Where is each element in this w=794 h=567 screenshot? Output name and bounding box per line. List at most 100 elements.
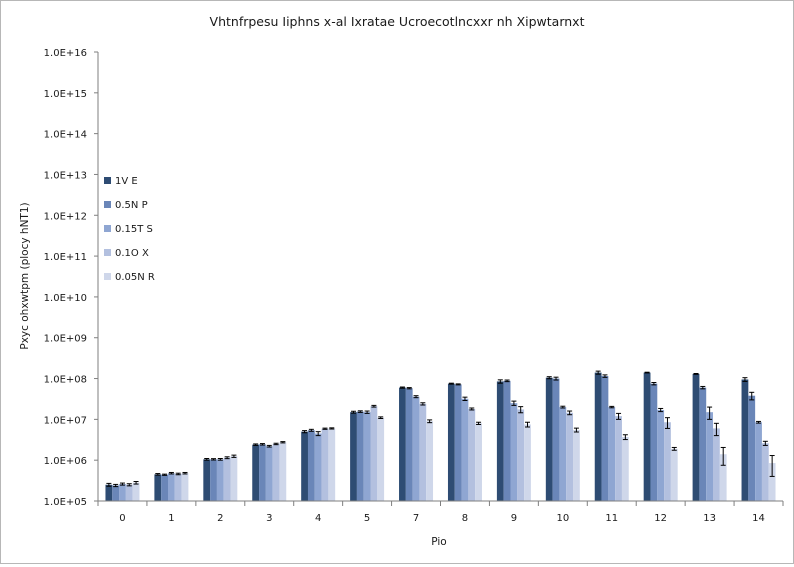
bar bbox=[706, 412, 714, 501]
bar bbox=[748, 395, 756, 501]
x-tick-label: 14 bbox=[752, 513, 765, 524]
legend-label: 0.5N P bbox=[115, 200, 148, 211]
bar bbox=[105, 484, 113, 501]
bar bbox=[503, 380, 511, 501]
bar bbox=[713, 428, 720, 501]
x-tick-label: 9 bbox=[511, 513, 517, 524]
bar bbox=[573, 429, 580, 501]
y-tick-label: 1.0E+10 bbox=[44, 293, 87, 304]
bar bbox=[621, 436, 629, 501]
error-bars bbox=[106, 370, 775, 488]
bar bbox=[719, 454, 727, 501]
x-axis-label: Pio bbox=[431, 536, 446, 548]
bar bbox=[370, 406, 378, 501]
bar bbox=[167, 473, 175, 501]
bar bbox=[203, 459, 211, 501]
bar bbox=[301, 431, 308, 501]
bar bbox=[399, 387, 406, 501]
x-tick-label: 12 bbox=[654, 513, 667, 524]
y-axis-label: Pxyc ohxwtpm (plocy hNT1) bbox=[19, 202, 31, 349]
bar bbox=[314, 433, 322, 501]
bar bbox=[566, 412, 574, 501]
y-tick-label: 1.0E+08 bbox=[44, 375, 87, 386]
bar bbox=[670, 448, 678, 501]
y-tick-label: 1.0E+07 bbox=[44, 415, 87, 426]
bar bbox=[664, 422, 671, 501]
bar bbox=[643, 372, 651, 501]
legend: 1V E 0.5N P 0.15T S 0.1O X 0.05N R bbox=[104, 176, 155, 283]
legend-label: 1V E bbox=[115, 176, 138, 187]
bar bbox=[692, 373, 700, 501]
y-tick-label: 1.0E+13 bbox=[44, 170, 87, 181]
bar bbox=[552, 378, 560, 501]
bar bbox=[252, 444, 260, 501]
y-tick-label: 1.0E+16 bbox=[44, 48, 87, 59]
bar bbox=[426, 421, 434, 501]
bar bbox=[259, 444, 266, 501]
x-tick-label: 10 bbox=[556, 513, 569, 524]
x-axis-ticks: 0 1 2 3 4 5 7 8 9 10 11 12 13 14 bbox=[97, 501, 784, 524]
bar bbox=[210, 459, 217, 501]
bar bbox=[216, 459, 224, 501]
bar bbox=[517, 409, 525, 501]
bar bbox=[468, 408, 476, 501]
legend-swatch bbox=[104, 225, 111, 232]
x-tick-label: 4 bbox=[315, 513, 321, 524]
y-tick-label: 1.0E+05 bbox=[44, 497, 87, 508]
bar bbox=[412, 396, 420, 501]
legend-label: 0.05N R bbox=[115, 272, 155, 283]
legend-swatch bbox=[104, 201, 111, 208]
bar bbox=[594, 372, 602, 501]
x-tick-label: 7 bbox=[413, 513, 419, 524]
bar bbox=[510, 403, 518, 501]
bar bbox=[125, 484, 133, 501]
legend-label: 0.15T S bbox=[115, 224, 153, 235]
bar bbox=[377, 417, 385, 501]
bar bbox=[328, 428, 336, 501]
y-tick-label: 1.0E+15 bbox=[44, 89, 87, 100]
bar bbox=[272, 443, 280, 501]
y-tick-label: 1.0E+12 bbox=[44, 211, 87, 222]
bar bbox=[307, 430, 315, 501]
bar bbox=[768, 463, 776, 501]
bar bbox=[608, 407, 616, 501]
bar bbox=[461, 398, 469, 501]
bar bbox=[181, 473, 189, 501]
bar bbox=[154, 474, 162, 501]
bar bbox=[699, 387, 707, 501]
legend-swatch bbox=[104, 273, 111, 280]
bar bbox=[161, 474, 168, 501]
chart-title: Vhtnfrpesu Iiphns x-al Ixratae Ucroecotl… bbox=[210, 14, 585, 29]
legend-swatch bbox=[104, 177, 111, 184]
y-tick-label: 1.0E+11 bbox=[44, 252, 87, 263]
bar bbox=[119, 484, 126, 501]
y-axis-ticks: 1.0E+05 1.0E+06 1.0E+07 1.0E+08 1.0E+09 1.0E+… bbox=[44, 48, 98, 508]
bar bbox=[650, 383, 658, 501]
bar bbox=[405, 388, 413, 501]
legend-label: 0.1O X bbox=[115, 248, 149, 259]
legend-swatch bbox=[104, 249, 111, 256]
bar bbox=[265, 446, 273, 501]
bar bbox=[524, 424, 531, 501]
bar bbox=[755, 422, 762, 501]
x-tick-label: 0 bbox=[119, 513, 125, 524]
x-tick-label: 1 bbox=[168, 513, 174, 524]
bar bbox=[279, 442, 287, 501]
bar bbox=[657, 409, 665, 501]
bar bbox=[545, 377, 553, 501]
bar bbox=[419, 403, 427, 501]
bar bbox=[447, 383, 455, 501]
bar bbox=[615, 416, 622, 501]
bar bbox=[132, 482, 140, 501]
bar bbox=[454, 384, 462, 501]
y-tick-label: 1.0E+06 bbox=[44, 456, 87, 467]
bar-series bbox=[105, 372, 776, 501]
bar bbox=[230, 456, 238, 501]
x-tick-label: 2 bbox=[217, 513, 223, 524]
x-tick-label: 13 bbox=[703, 513, 716, 524]
x-tick-label: 5 bbox=[364, 513, 370, 524]
y-tick-label: 1.0E+09 bbox=[44, 334, 87, 345]
x-tick-label: 3 bbox=[266, 513, 272, 524]
